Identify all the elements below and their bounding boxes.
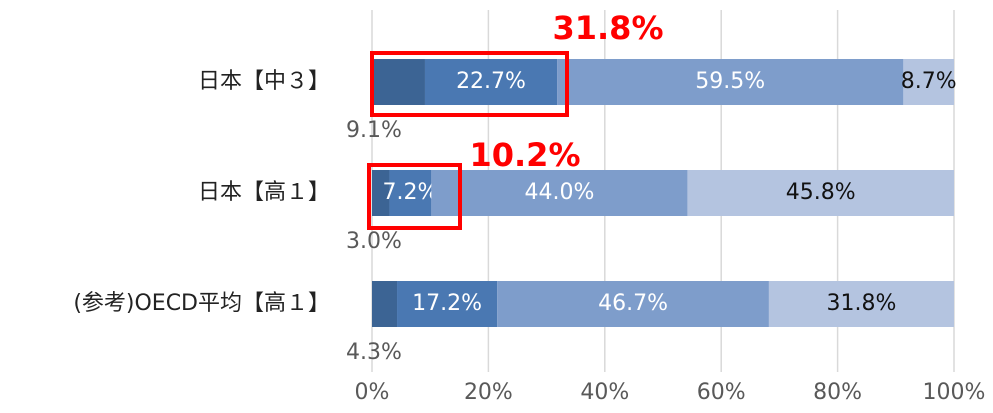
data-label: 59.5% xyxy=(695,69,765,94)
x-tick-label: 60% xyxy=(697,380,746,405)
bar-segment xyxy=(557,59,904,105)
x-tick-label: 0% xyxy=(355,380,390,405)
data-label: 7.2% xyxy=(382,180,438,205)
data-label: 22.7% xyxy=(456,69,526,94)
data-label: 3.0% xyxy=(346,229,402,254)
y-tick-label: (参考)OECD平均【高１】 xyxy=(73,291,330,316)
x-tick-label: 40% xyxy=(580,380,629,405)
bar-segment xyxy=(389,170,432,216)
data-label: 45.8% xyxy=(786,180,856,205)
bar-segment xyxy=(768,281,954,327)
data-label: 31.8% xyxy=(827,291,897,316)
bar-segment xyxy=(431,170,688,216)
bar-segment xyxy=(397,281,498,327)
data-label: 4.3% xyxy=(346,340,402,365)
x-tick-label: 100% xyxy=(923,380,986,405)
annotation: 10.2% xyxy=(469,136,580,174)
bar-segment xyxy=(372,281,398,327)
annotation: 31.8% xyxy=(552,9,663,47)
data-label: 8.7% xyxy=(901,69,957,94)
y-tick-label: 日本【高１】 xyxy=(198,180,330,205)
bar-segment xyxy=(372,170,390,216)
bar-segment xyxy=(903,59,954,105)
bar-segment xyxy=(497,281,769,327)
bar-segment xyxy=(372,59,425,105)
bar-segment xyxy=(424,59,558,105)
x-tick-label: 20% xyxy=(464,380,513,405)
data-label: 46.7% xyxy=(598,291,668,316)
data-label: 17.2% xyxy=(412,291,482,316)
highlight-box xyxy=(370,51,569,117)
data-label: 9.1% xyxy=(346,118,402,143)
bar-segment xyxy=(687,170,954,216)
data-label: 44.0% xyxy=(524,180,594,205)
y-tick-label: 日本【中３】 xyxy=(198,69,330,94)
x-tick-label: 80% xyxy=(813,380,862,405)
highlight-box xyxy=(367,163,462,230)
